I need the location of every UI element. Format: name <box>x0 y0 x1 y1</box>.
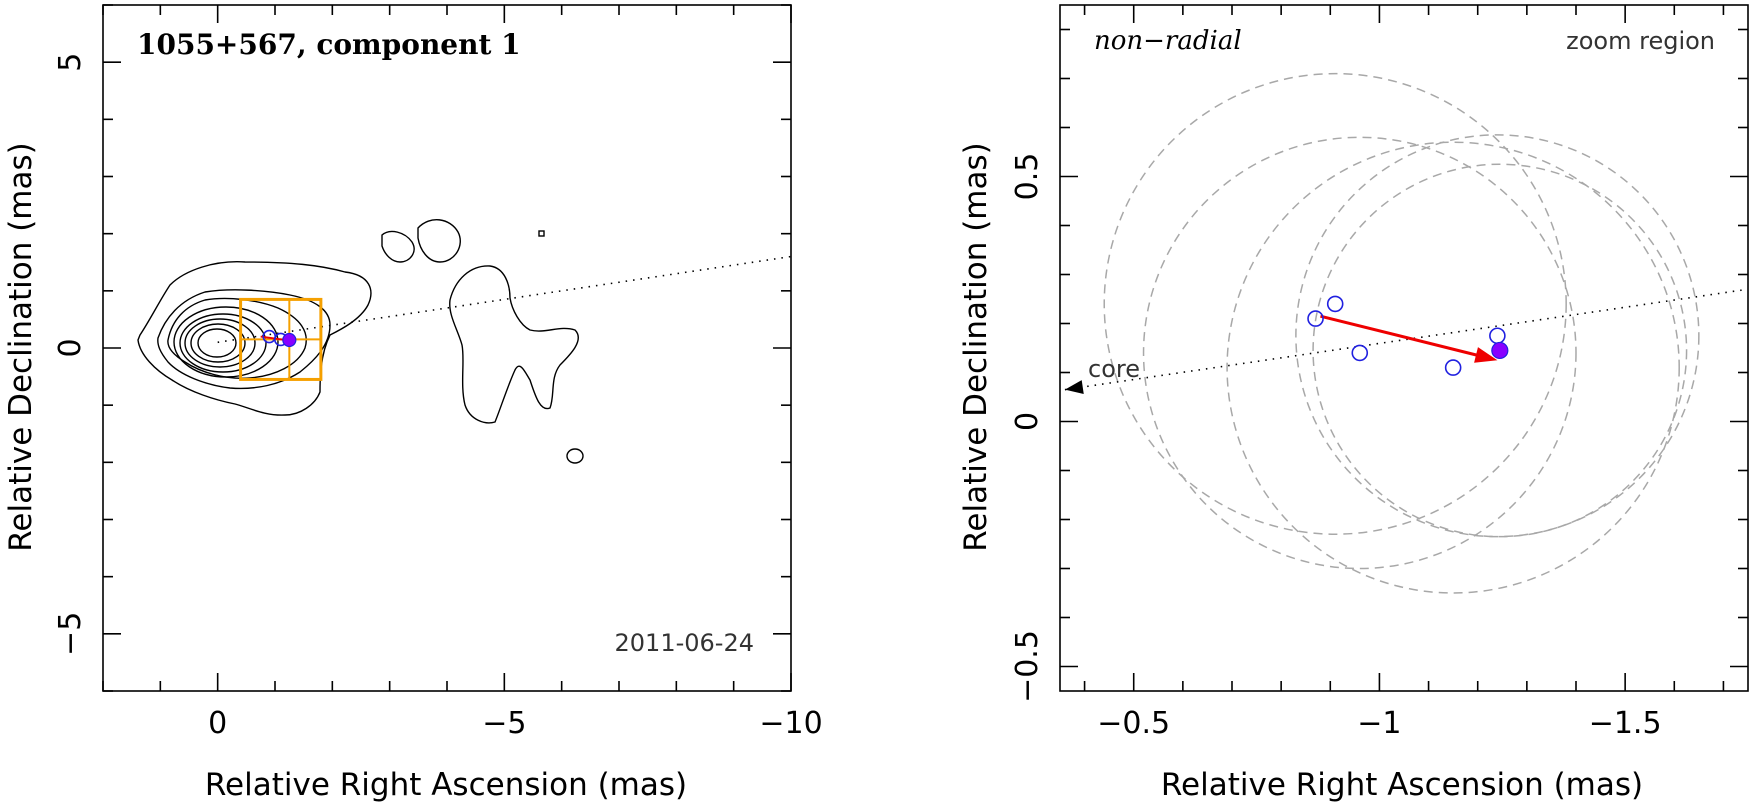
x-tick-label: −0.5 <box>1097 706 1170 741</box>
contour-level-8 <box>197 328 237 358</box>
component-positions <box>1307 295 1509 376</box>
contour-level-6 <box>184 318 256 368</box>
jet-axis-line <box>1064 288 1749 391</box>
y-tick-label: 5 <box>53 53 88 72</box>
component-open-point <box>1351 344 1369 362</box>
contour-blob-a <box>381 230 415 263</box>
x-tick-label: −1 <box>1357 706 1401 741</box>
left-x-axis-title: Relative Right Ascension (mas) <box>205 767 687 803</box>
right-plot-frame <box>1059 4 1749 692</box>
contour-level-4 <box>173 306 279 378</box>
y-tick-label: 0 <box>53 338 88 357</box>
right-axis-ticks <box>1060 5 1748 691</box>
contour-blob-b <box>417 219 461 263</box>
component-open-point <box>1326 295 1344 313</box>
uncertainty-circles <box>1103 72 1700 594</box>
zoom-region-label: zoom region <box>1566 27 1715 55</box>
y-tick-label: 0 <box>1010 412 1045 431</box>
uncertainty-circle <box>1103 72 1567 535</box>
uncertainty-circle <box>1142 136 1577 570</box>
component-filled-marker <box>282 332 297 348</box>
left-plot-frame <box>102 4 792 692</box>
y-tick-label: −5 <box>53 612 88 656</box>
right-y-axis-title: Relative Declination (mas) <box>958 142 994 552</box>
uncertainty-circle <box>1226 141 1680 594</box>
core-label: core <box>1088 355 1140 383</box>
component-markers <box>260 329 297 348</box>
contour-knot <box>566 448 584 464</box>
y-tick-label: 0.5 <box>1010 153 1045 201</box>
left-axis-ticks <box>102 4 792 692</box>
right-panel: −0.5 −1 −1.5 0.5 0 −0.5 non−radial zoom regio… <box>958 4 1749 803</box>
motion-vector-arrow <box>1320 314 1485 359</box>
left-panel: 0 −5 −10 5 0 −5 1055+567, component 1 2011-06… <box>3 4 823 803</box>
component-open-point <box>1489 327 1506 345</box>
left-y-axis-title: Relative Declination (mas) <box>3 142 39 552</box>
motion-vector-arrowhead <box>1474 347 1498 363</box>
left-tick-labels: 0 −5 −10 5 0 −5 <box>53 53 823 741</box>
contour-level-7 <box>190 323 246 363</box>
x-tick-label: −1.5 <box>1589 706 1662 741</box>
component-filled-point <box>1491 341 1509 360</box>
contour-map <box>137 219 584 464</box>
x-tick-label: 0 <box>208 706 227 741</box>
contour-jet-region <box>449 265 579 424</box>
contour-level-5 <box>179 313 267 373</box>
uncertainty-circle <box>1295 134 1700 538</box>
x-tick-label: −10 <box>759 706 822 741</box>
contour-level-2 <box>157 289 331 390</box>
component-open-point <box>1307 310 1324 327</box>
contour-speck <box>538 230 545 237</box>
right-panel-title: non−radial <box>1094 26 1242 56</box>
y-tick-label: −0.5 <box>1010 630 1045 703</box>
contour-level-1 <box>137 261 372 416</box>
right-x-axis-title: Relative Right Ascension (mas) <box>1161 767 1643 803</box>
right-tick-labels: −0.5 −1 −1.5 0.5 0 −0.5 <box>1010 153 1662 741</box>
observation-date: 2011-06-24 <box>615 629 754 657</box>
x-tick-label: −5 <box>482 706 526 741</box>
component-open-point <box>1444 359 1462 376</box>
uncertainty-circle <box>1312 163 1688 538</box>
core-direction-arrowhead <box>1064 380 1084 394</box>
contour-level-3 <box>167 297 307 380</box>
left-panel-title: 1055+567, component 1 <box>137 28 521 61</box>
